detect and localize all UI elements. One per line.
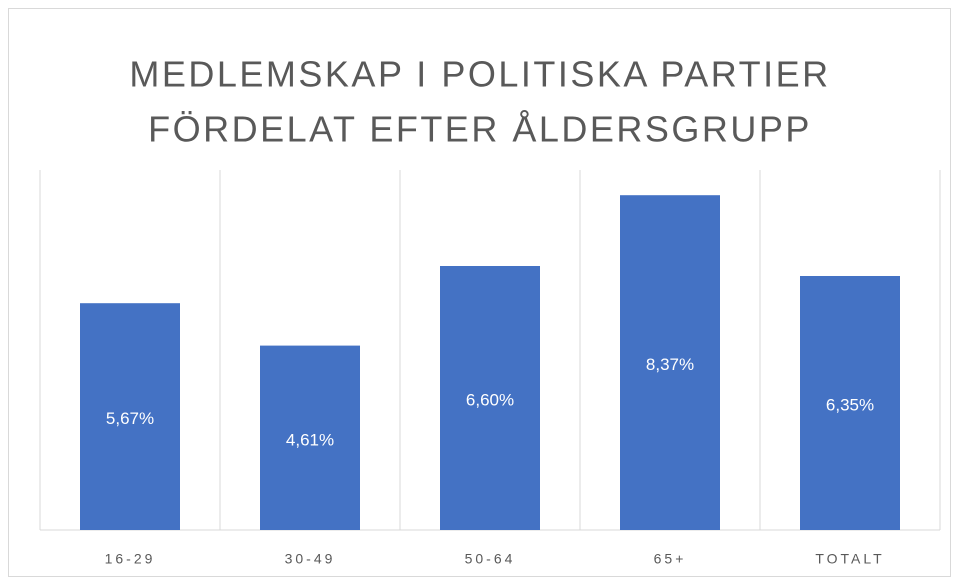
data-label: 4,61% [286,430,334,449]
bar [260,345,360,530]
data-label: 8,37% [646,355,694,374]
bar [440,266,540,530]
data-label: 5,67% [106,409,154,428]
data-label: 6,60% [466,390,514,409]
bar [800,276,900,530]
data-label: 6,35% [826,395,874,414]
x-tick-label: TOTALT [815,551,884,567]
chart-title: FÖRDELAT EFTER ÅLDERSGRUPP [148,109,812,150]
x-tick-label: 30-49 [285,551,336,567]
x-tick-label: 16-29 [105,551,156,567]
bar [80,303,180,530]
x-tick-label: 65+ [654,551,687,567]
chart-title: MEDLEMSKAP I POLITISKA PARTIER [129,54,830,95]
bar [620,195,720,530]
x-tick-label: 50-64 [465,551,516,567]
